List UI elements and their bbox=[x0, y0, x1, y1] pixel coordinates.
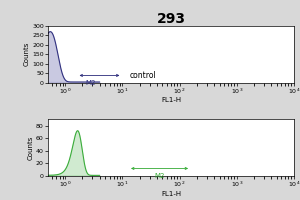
Text: control: control bbox=[129, 71, 156, 80]
X-axis label: FL1-H: FL1-H bbox=[161, 191, 181, 197]
Text: 293: 293 bbox=[157, 12, 185, 26]
Y-axis label: Counts: Counts bbox=[27, 136, 33, 160]
X-axis label: FL1-H: FL1-H bbox=[161, 97, 181, 103]
Text: M2: M2 bbox=[154, 173, 165, 179]
Text: M2: M2 bbox=[86, 80, 96, 86]
Y-axis label: Counts: Counts bbox=[23, 42, 29, 66]
